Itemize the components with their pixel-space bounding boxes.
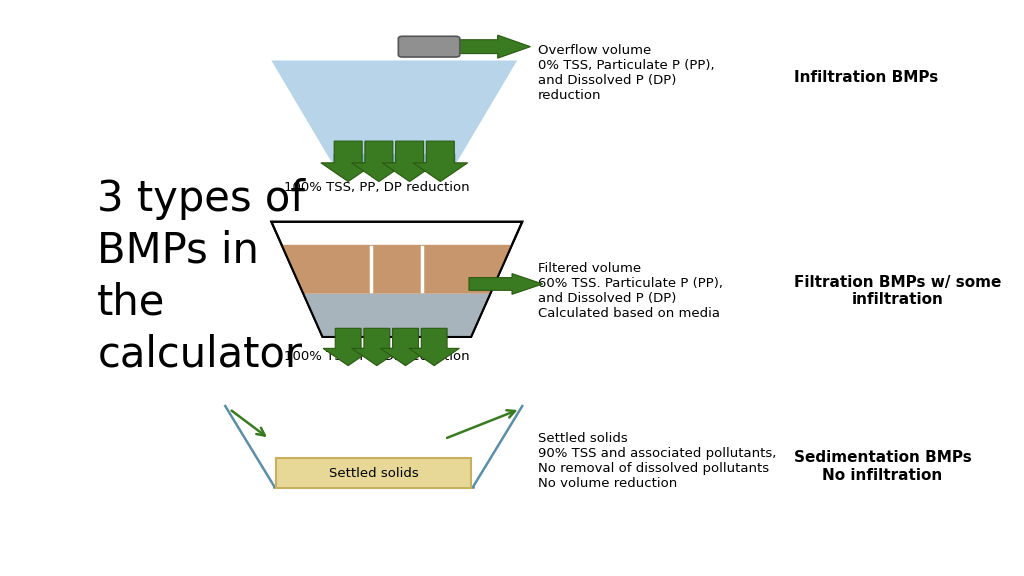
Polygon shape xyxy=(382,141,437,181)
Polygon shape xyxy=(303,294,490,337)
Text: Infiltration BMPs: Infiltration BMPs xyxy=(794,70,938,85)
Text: 3 types of
BMPs in
the
calculator: 3 types of BMPs in the calculator xyxy=(97,177,305,376)
FancyBboxPatch shape xyxy=(398,36,460,57)
FancyBboxPatch shape xyxy=(276,458,471,488)
Text: Filtered volume
60% TSS. Particulate P (PP),
and Dissolved P (DP)
Calculated bas: Filtered volume 60% TSS. Particulate P (… xyxy=(538,262,723,320)
Polygon shape xyxy=(321,141,376,181)
Polygon shape xyxy=(282,245,512,294)
Polygon shape xyxy=(351,141,407,181)
Polygon shape xyxy=(333,154,456,164)
Text: 100% TSS, PP, DP reduction: 100% TSS, PP, DP reduction xyxy=(284,350,469,363)
Polygon shape xyxy=(323,328,374,366)
Polygon shape xyxy=(271,222,522,337)
Text: Settled solids: Settled solids xyxy=(329,467,419,480)
Text: Overflow volume
0% TSS, Particulate P (PP),
and Dissolved P (DP)
reduction: Overflow volume 0% TSS, Particulate P (P… xyxy=(538,44,714,102)
Polygon shape xyxy=(409,328,460,366)
Polygon shape xyxy=(469,274,543,294)
Polygon shape xyxy=(271,60,517,164)
Text: Sedimentation BMPs
No infiltration: Sedimentation BMPs No infiltration xyxy=(794,450,972,483)
Polygon shape xyxy=(454,35,530,58)
Polygon shape xyxy=(380,328,431,366)
Text: 100% TSS, PP, DP reduction: 100% TSS, PP, DP reduction xyxy=(284,181,469,195)
Text: Filtration BMPs w/ some
infiltration: Filtration BMPs w/ some infiltration xyxy=(794,275,1001,307)
Polygon shape xyxy=(351,328,402,366)
Polygon shape xyxy=(413,141,468,181)
Text: Settled solids
90% TSS and associated pollutants,
No removal of dissolved pollut: Settled solids 90% TSS and associated po… xyxy=(538,432,776,490)
